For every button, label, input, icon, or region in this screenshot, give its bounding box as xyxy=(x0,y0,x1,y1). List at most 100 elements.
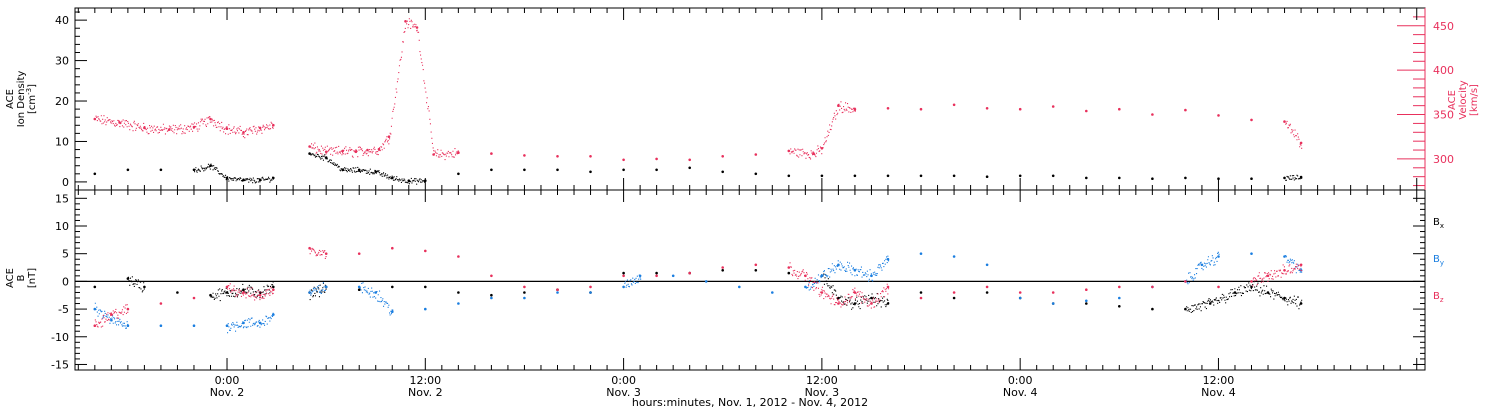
density-axis-title-line: Ion Density xyxy=(16,71,27,128)
by-point xyxy=(1250,252,1253,255)
velocity-point xyxy=(1217,114,1220,117)
legend-entry: Bx xyxy=(1433,217,1444,230)
by-point xyxy=(1018,296,1022,300)
by-point xyxy=(589,291,592,294)
bz-point xyxy=(655,274,658,278)
bx-point xyxy=(853,302,857,305)
velocity-tick-label: 350 xyxy=(1433,109,1454,122)
by-point xyxy=(424,307,427,311)
velocity-point xyxy=(1250,118,1253,122)
by-point xyxy=(1283,255,1286,258)
by-point xyxy=(272,313,275,316)
bx-point xyxy=(93,285,97,289)
bx-point xyxy=(391,285,394,289)
by-point xyxy=(391,310,394,314)
bz-dots xyxy=(94,247,1303,328)
by-point xyxy=(93,307,97,311)
bz-point xyxy=(1051,291,1055,294)
by-point xyxy=(490,296,493,300)
velocity-point xyxy=(853,107,857,111)
by-point xyxy=(671,274,675,278)
velocity-point xyxy=(1051,105,1055,108)
velocity-tick-label: 300 xyxy=(1433,153,1454,166)
bx-point xyxy=(721,269,724,272)
bx-point xyxy=(754,269,758,272)
bx-point xyxy=(457,291,460,294)
by-point xyxy=(556,291,559,294)
bz-point xyxy=(391,246,394,250)
density-point xyxy=(688,166,691,170)
plasma-panel-frame xyxy=(74,7,1426,191)
bz-point xyxy=(820,291,824,294)
velocity-point xyxy=(1151,113,1154,116)
x-tick-date-label: Nov. 2 xyxy=(408,386,443,399)
density-point xyxy=(655,168,658,172)
b-tick-label: 10 xyxy=(55,220,69,233)
bx-point xyxy=(1118,305,1121,308)
x-tick-time-label: 0:00 xyxy=(215,374,240,387)
density-point xyxy=(1118,176,1121,180)
x-tick-date-label: Nov. 3 xyxy=(805,386,840,399)
velocity-point xyxy=(886,107,890,110)
velocity-point xyxy=(523,154,526,157)
density-tick-label: 20 xyxy=(55,95,69,108)
bz-point xyxy=(837,302,840,305)
bz-point xyxy=(1299,263,1303,267)
by-point xyxy=(1118,296,1121,300)
by-point xyxy=(771,291,774,294)
density-axis-title-line: ACE xyxy=(5,89,16,109)
density-point xyxy=(1051,174,1055,178)
bz-point xyxy=(853,291,857,294)
density-point xyxy=(1184,176,1187,180)
by-point xyxy=(192,324,196,328)
velocity-point xyxy=(556,155,559,158)
axis-ticks xyxy=(75,8,1425,370)
x-tick-time-label: 12:00 xyxy=(806,374,838,387)
bz-point xyxy=(721,266,724,269)
density-point xyxy=(93,172,97,176)
density-point xyxy=(357,168,361,172)
velocity-axis-title-line: Velocity xyxy=(1458,80,1469,119)
bz-point xyxy=(919,296,923,300)
by-point xyxy=(126,324,130,328)
bx-point xyxy=(919,291,923,294)
velocity-point xyxy=(688,158,691,162)
density-tick-label: 40 xyxy=(55,14,69,27)
bz-point xyxy=(1217,285,1220,289)
density-point xyxy=(754,172,758,176)
bx-point xyxy=(952,296,956,300)
bz-point xyxy=(324,252,328,255)
panel-frames xyxy=(74,7,1426,371)
bz-point xyxy=(424,249,427,253)
velocity-tick-label: 450 xyxy=(1433,20,1454,33)
density-point xyxy=(523,168,526,172)
density-point xyxy=(556,168,559,172)
bz-point xyxy=(1151,285,1154,289)
bx-point xyxy=(1085,302,1088,305)
b-tick-label: 5 xyxy=(62,248,69,261)
velocity-axis-title-line: [km/s] xyxy=(1469,84,1480,116)
by-point xyxy=(1085,299,1088,303)
velocity-point xyxy=(1018,107,1022,111)
velocity-point xyxy=(721,155,724,158)
by-point xyxy=(159,324,163,328)
velocity-point xyxy=(415,26,419,29)
velocity-point xyxy=(985,107,989,110)
bz-point xyxy=(886,285,890,289)
by-dots xyxy=(94,251,1303,334)
bz-point xyxy=(523,285,526,289)
velocity-point xyxy=(377,147,381,151)
x-tick-time-label: 12:00 xyxy=(409,374,441,387)
by-point xyxy=(886,257,890,261)
velocity-point xyxy=(272,123,275,127)
density-point xyxy=(1085,176,1088,180)
bz-point xyxy=(192,296,196,300)
b-tick-label: -10 xyxy=(51,331,69,344)
density-point xyxy=(589,170,592,174)
b-tick-label: 15 xyxy=(55,192,69,205)
velocity-axis-title: ACE Velocity [km/s] xyxy=(1447,80,1480,119)
density-point xyxy=(820,174,824,178)
by-point xyxy=(457,302,460,305)
